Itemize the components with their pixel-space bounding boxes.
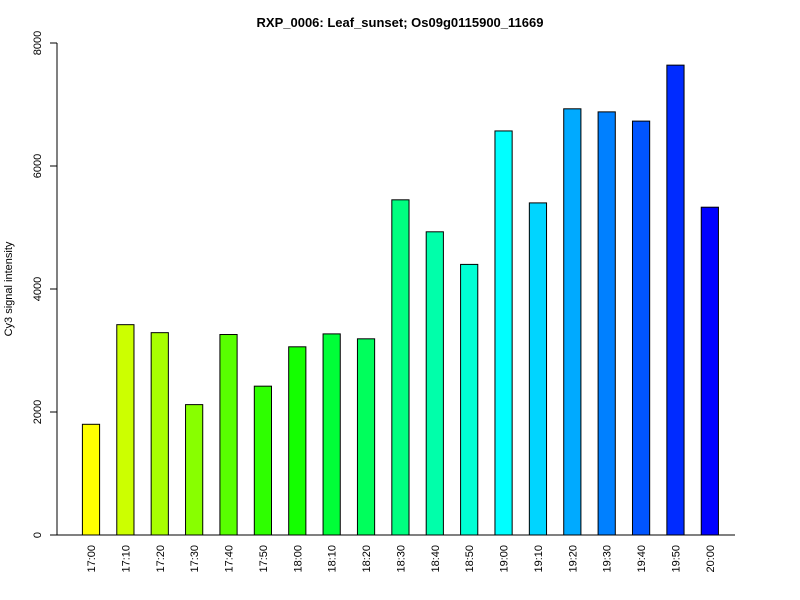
x-tick-label: 17:20 [155, 545, 167, 573]
x-tick-label: 17:10 [120, 545, 132, 573]
bar-1830 [391, 199, 410, 536]
bar-1920 [563, 108, 582, 536]
bar-1700 [81, 423, 101, 536]
x-tick-label: 17:50 [258, 545, 270, 573]
x-axis-labels: 17:00 17:10 17:20 17:30 17:40 17:50 18:00 18:10… [86, 545, 717, 573]
x-tick-label: 18:00 [292, 545, 304, 573]
bar-1850 [460, 263, 479, 536]
x-tick-label: 17:00 [86, 545, 98, 573]
y-tick-label: 4000 [32, 277, 44, 301]
y-tick-label: 2000 [32, 400, 44, 424]
x-tick-label: 19:10 [533, 545, 545, 573]
bar-1710 [116, 324, 135, 536]
bar-1720 [150, 332, 169, 536]
y-tick-label: 0 [32, 532, 44, 538]
x-tick-label: 19:50 [670, 545, 682, 573]
x-tick-label: 17:30 [189, 545, 201, 573]
x-tick-label: 19:00 [499, 545, 511, 573]
bar-1750 [253, 385, 273, 536]
bar-1910 [528, 202, 548, 536]
bar-1740 [219, 334, 238, 536]
y-axis-title: Cy3 signal intensity [3, 241, 15, 336]
x-tick-label: 18:10 [327, 545, 339, 573]
chart-title: RXP_0006: Leaf_sunset; Os09g0115900_1166… [257, 15, 544, 30]
bar-1940 [631, 120, 651, 536]
bar-1810 [322, 333, 341, 536]
bars-group [81, 64, 719, 536]
y-tick-label: 8000 [32, 31, 44, 55]
bar-1800 [288, 346, 307, 536]
bar-2000 [700, 206, 719, 536]
bar-1840 [425, 231, 444, 536]
x-tick-label: 17:40 [224, 545, 236, 573]
bar-1820 [356, 338, 376, 536]
x-tick-label: 19:40 [636, 545, 648, 573]
y-tick-label: 6000 [32, 154, 44, 178]
bar-1900 [494, 130, 513, 536]
x-tick-label: 19:20 [567, 545, 579, 573]
x-tick-label: 18:50 [464, 545, 476, 573]
x-tick-label: 18:20 [361, 545, 373, 573]
x-tick-label: 18:30 [395, 545, 407, 573]
x-tick-label: 20:00 [705, 545, 717, 573]
x-tick-label: 19:30 [602, 545, 614, 573]
bar-1950 [666, 64, 685, 536]
bar-1730 [185, 404, 204, 536]
bar-1930 [597, 111, 616, 536]
x-tick-label: 18:40 [430, 545, 442, 573]
y-axis-ticks: 0 2000 4000 6000 8000 [32, 31, 57, 538]
